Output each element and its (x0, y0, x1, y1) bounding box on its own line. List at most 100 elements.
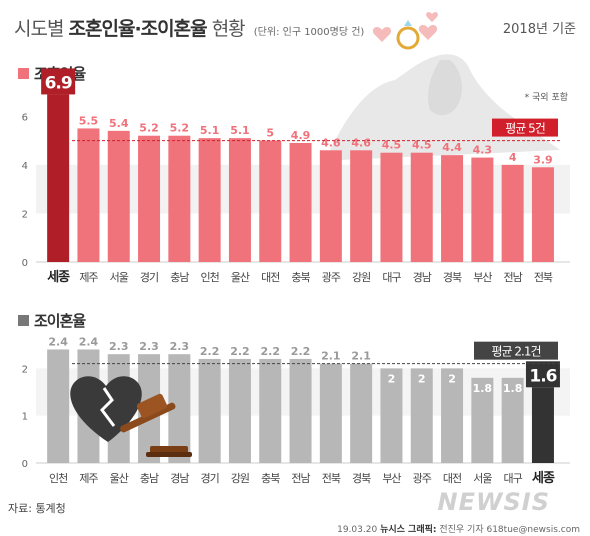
bar (289, 358, 312, 463)
bar (198, 358, 221, 463)
category-label: 경기 (201, 472, 219, 485)
bar (410, 368, 433, 463)
category-label: 인천 (201, 270, 219, 284)
bar-value-label: 2 (448, 372, 456, 385)
bar-value-label: 1.6 (529, 366, 556, 386)
bar (410, 152, 433, 262)
bar (471, 157, 494, 262)
bar-value-label: 5 (266, 127, 274, 140)
bar-value-label: 4 (509, 151, 517, 164)
bar (259, 140, 282, 262)
credit-author: 전진우 기자 618tue@newsis.com (439, 525, 580, 535)
bar-value-label: 5.4 (109, 117, 129, 130)
bar (289, 143, 312, 262)
category-label: 충남 (170, 271, 189, 284)
bar (319, 363, 342, 463)
source-label: 자료: 통계청 (8, 502, 66, 515)
y-tick-label: 2 (22, 209, 28, 220)
y-tick-label: 1 (22, 412, 28, 423)
category-label: 전남 (291, 472, 310, 485)
category-label: 충북 (261, 472, 280, 485)
bar-value-label: 2 (388, 372, 396, 385)
bar (77, 128, 100, 262)
bar (319, 150, 342, 262)
bar-value-label: 2.3 (109, 340, 129, 353)
bar-value-label: 6.9 (45, 73, 72, 93)
bar (350, 363, 373, 463)
bar (228, 138, 251, 262)
bar (441, 368, 464, 463)
bar-value-label: 2.2 (261, 345, 281, 358)
category-label: 울산 (231, 271, 250, 284)
bar (228, 358, 251, 463)
category-label: 서울 (473, 472, 492, 485)
bar (501, 377, 524, 463)
bar-value-label: 4.9 (291, 129, 311, 142)
title-suffix: 현황 (211, 18, 246, 40)
average-box (474, 341, 558, 360)
category-label: 울산 (110, 472, 129, 485)
marriage-legend-square (18, 68, 29, 79)
y-tick-label: 6 (22, 112, 28, 123)
bar-value-label: 2.3 (139, 340, 159, 353)
category-label: 충북 (291, 271, 310, 284)
marriage-rate-chart: 0 2 4 6 6.9 세종 5.5 제주 5.4 서울 5.2 경기 5.2 충남 5.1 인천 5.1 울산 5… (22, 68, 570, 285)
y-tick-label: 2 (22, 364, 28, 375)
bar (531, 167, 554, 262)
chart-title: 시도별 조혼인율·조이혼율 현황 (단위: 인구 1000명당 건) (14, 14, 364, 41)
category-label: 강원 (352, 271, 370, 284)
bar (501, 164, 524, 262)
bar (380, 152, 403, 262)
y-tick-label: 0 (22, 258, 28, 269)
title-main: 조혼인율·조이혼율 (68, 18, 208, 40)
bar (47, 94, 70, 262)
bar-value-label: 5.2 (139, 122, 159, 135)
bar-value-label: 4.5 (382, 139, 402, 152)
bar-value-label: 4.5 (412, 139, 432, 152)
bar-value-label: 5.1 (230, 124, 250, 137)
bar-value-label: 2.4 (48, 335, 68, 348)
bar-value-label: 2.1 (351, 350, 371, 363)
bar-value-label: 4.6 (321, 136, 341, 149)
credit-date: 19.03.20 (337, 525, 378, 535)
divorce-legend-square (18, 315, 29, 326)
category-label: 제주 (79, 472, 98, 485)
bar (471, 377, 494, 463)
category-label: 대구 (504, 472, 523, 485)
y-tick-label: 0 (22, 459, 28, 470)
bar (531, 387, 554, 463)
category-label: 대전 (443, 472, 461, 485)
divorce-section-label: 조이혼율 (34, 312, 86, 330)
bar-value-label: 5.2 (170, 122, 190, 135)
average-label: 평균 2.1건 (491, 345, 540, 359)
category-label: 대구 (382, 271, 401, 284)
bar (198, 138, 221, 262)
category-label: 전남 (504, 271, 523, 284)
category-label: 경기 (140, 271, 158, 284)
category-label: 인천 (49, 471, 67, 485)
bar-value-label: 2.2 (230, 345, 250, 358)
category-label: 광주 (413, 472, 432, 485)
bar-value-label: 1.8 (503, 382, 523, 395)
bar (168, 135, 191, 262)
bar-value-label: 3.9 (533, 153, 553, 166)
bar (47, 349, 70, 463)
bar-value-label: 2.3 (170, 340, 190, 353)
category-label: 전북 (534, 271, 553, 284)
bar (441, 155, 464, 262)
average-box (492, 118, 558, 137)
category-label: 부산 (382, 472, 401, 485)
bar (259, 358, 282, 463)
bar-value-label: 2.2 (200, 345, 220, 358)
category-label: 세종 (47, 270, 70, 285)
gavel-illustration (120, 393, 192, 457)
credit-agency: 뉴시스 그래픽: (380, 525, 437, 535)
bar (107, 130, 130, 262)
title-prefix: 시도별 (14, 18, 64, 40)
credit-line: 19.03.20 뉴시스 그래픽: 전진우 기자 618tue@newsis.c… (337, 522, 580, 535)
y-tick-label: 4 (22, 161, 28, 172)
bar (380, 368, 403, 463)
category-label: 경남 (413, 271, 432, 284)
newsis-logo: NEWSIS (437, 488, 550, 516)
